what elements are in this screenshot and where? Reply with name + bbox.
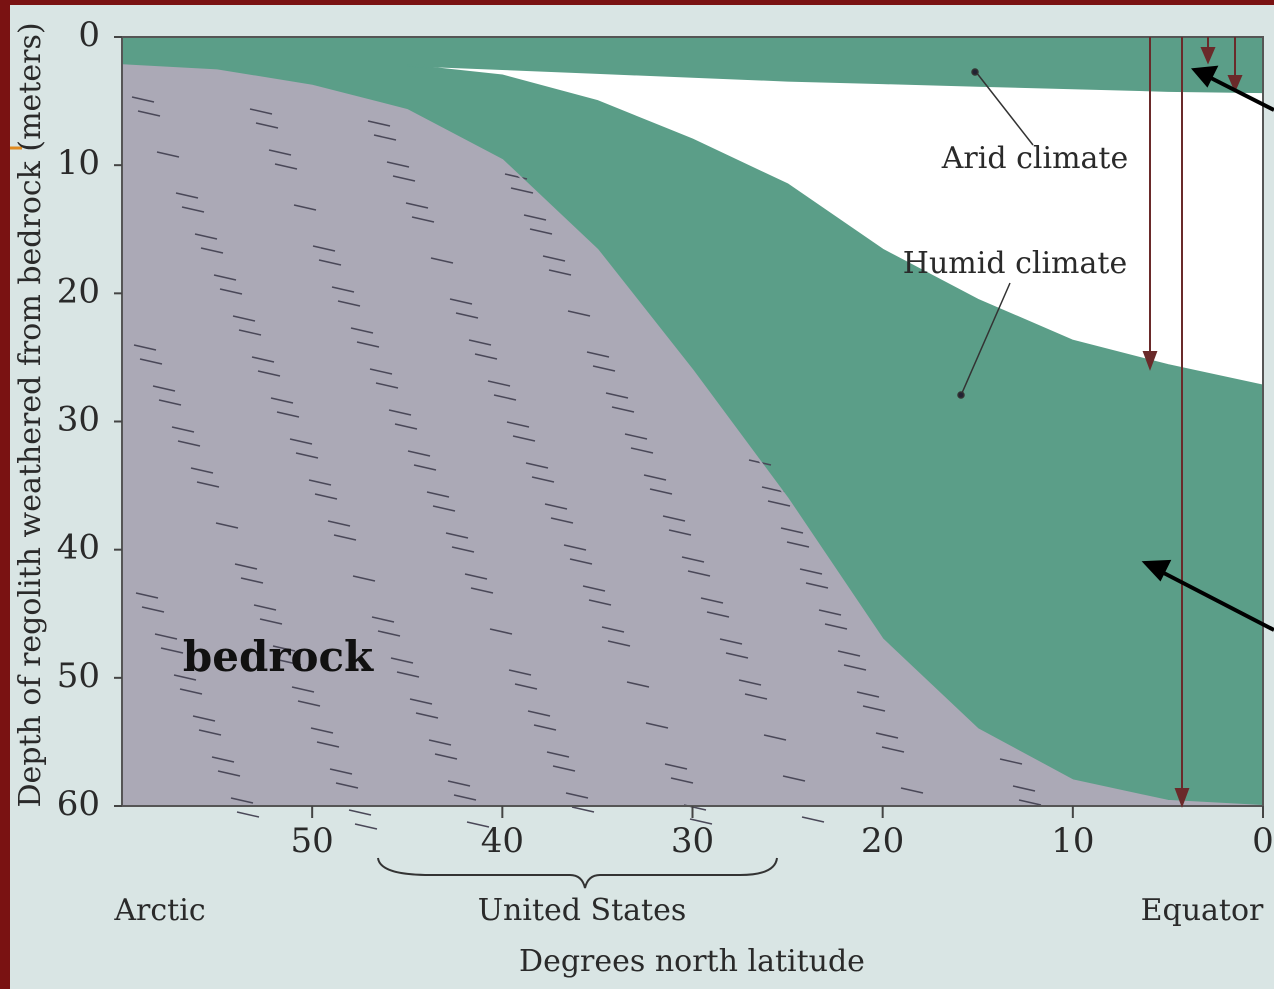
- y-tick-label: 60: [57, 784, 100, 824]
- texture: [802, 817, 824, 822]
- annotation: Arid climate: [941, 141, 1128, 176]
- annotation: Humid climate: [903, 246, 1127, 281]
- x-tick-label: 0: [1252, 821, 1274, 861]
- region-label: United States: [478, 893, 686, 928]
- texture: [349, 810, 371, 815]
- chart: Arid climate Humid climate bedrock Arcti…: [10, 5, 1274, 989]
- y-tick-label: 40: [57, 528, 100, 568]
- texture: [237, 812, 259, 817]
- texture: [355, 824, 377, 829]
- texture: [572, 807, 594, 812]
- page: {"chart_data": {"type": "area", "y_label…: [0, 0, 1274, 989]
- x-tick-label: 30: [671, 821, 714, 861]
- x-tick-label: 50: [291, 821, 334, 861]
- x-tick-label: 40: [481, 821, 524, 861]
- region-label: Arctic: [113, 893, 205, 928]
- slide: Arid climate Humid climate bedrock Arcti…: [10, 5, 1274, 989]
- y-axis-label: Depth of regolith weathered from bedrock…: [13, 22, 48, 807]
- region-label: Equator: [1141, 893, 1264, 928]
- x-axis-label: Degrees north latitude: [519, 944, 865, 979]
- x-tick-label: 10: [1051, 821, 1094, 861]
- y-tick-label: 30: [57, 400, 100, 440]
- annotation: bedrock: [183, 632, 374, 681]
- y-tick-label: 20: [57, 271, 100, 311]
- y-tick-label: 50: [57, 656, 100, 696]
- brace: [378, 858, 777, 888]
- y-tick-label: 0: [78, 15, 100, 55]
- x-tick-label: 20: [861, 821, 904, 861]
- y-tick-label: 10: [57, 143, 100, 183]
